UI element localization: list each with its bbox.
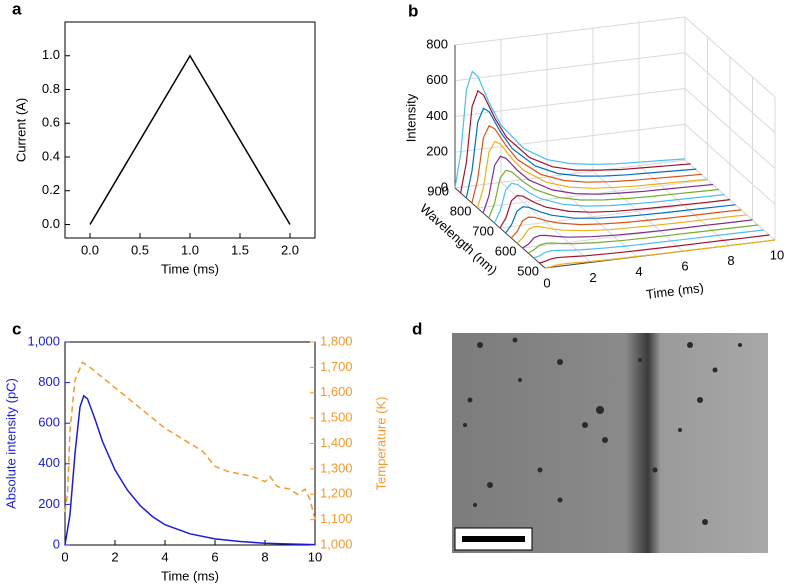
y-tick-label: 1.0 — [42, 47, 60, 62]
y-tick-label: 0.8 — [42, 81, 60, 96]
x-tick-label: 2.0 — [281, 242, 299, 257]
grid-line — [454, 52, 686, 82]
plot-frame — [64, 341, 316, 546]
z-tick-label: 800 — [426, 36, 448, 51]
x-tick-label: 6 — [211, 549, 218, 564]
x-tick-label: 2 — [589, 270, 596, 285]
spectrum-line — [510, 209, 742, 239]
y-tick-label: 900 — [427, 183, 449, 198]
spectrum-line — [499, 194, 731, 229]
spectrum-line — [460, 89, 691, 194]
y-tick-label: 700 — [472, 223, 494, 238]
x-tick-label: 10 — [308, 549, 322, 564]
micrograph-image — [452, 333, 768, 553]
y-axis-label: Current (A) — [13, 98, 28, 162]
y-tick-label: 0.0 — [42, 216, 60, 231]
spectrum-line — [516, 214, 747, 244]
y-tick-label: 0 — [53, 536, 60, 551]
micrograph — [452, 333, 768, 553]
z-tick-label: 400 — [426, 108, 448, 123]
x-tick-label: 2 — [111, 549, 118, 564]
y2-axis-label: Temperature (K) — [373, 397, 388, 491]
spectrum-line — [493, 182, 725, 224]
x-tick-label: 8 — [261, 549, 268, 564]
x-tick-label: 0.0 — [81, 242, 99, 257]
x-tick-label: 8 — [727, 253, 734, 268]
x-tick-label: 10 — [770, 247, 784, 262]
y2-tick-label: 1,400 — [320, 435, 353, 450]
y2-tick-label: 1,000 — [320, 536, 353, 551]
spectrum-line — [533, 229, 764, 259]
x-tick-label: 1.5 — [231, 242, 249, 257]
spectrum-line — [539, 234, 770, 264]
data-line — [89, 54, 291, 225]
y2-tick-label: 1,800 — [320, 333, 353, 348]
z-tick-label: 0 — [441, 179, 448, 194]
spectrum-line — [505, 204, 736, 234]
grid-line — [684, 88, 776, 169]
scale-bar — [462, 536, 525, 542]
y-tick-label: 800 — [450, 203, 472, 218]
y-tick-label: 0.2 — [42, 182, 60, 197]
spectrum-line — [544, 239, 776, 269]
spectrum-line — [482, 155, 714, 214]
y2-tick-label: 1,700 — [320, 359, 353, 374]
y2-tick-label: 1,300 — [320, 460, 353, 475]
spectrum-line — [527, 224, 759, 254]
y2-tick-label: 1,500 — [320, 410, 353, 425]
y-tick-label: 500 — [517, 263, 539, 278]
y-tick-label: 600 — [38, 415, 60, 430]
y2-tick-label: 1,200 — [320, 486, 353, 501]
y-tick-label: 0.4 — [42, 148, 60, 163]
spectrum-line — [454, 70, 686, 189]
spectrum-line — [522, 219, 753, 249]
spectrum-line — [476, 140, 708, 209]
spectrum-line — [471, 124, 702, 204]
y2-tick-label: 1,100 — [320, 511, 353, 526]
data-line — [64, 394, 316, 546]
grid-line — [499, 199, 731, 229]
grid-line — [454, 16, 686, 46]
y-tick-label: 1,000 — [27, 333, 60, 348]
grid-line — [684, 123, 776, 205]
grid-line — [684, 16, 776, 98]
y2-tick-label: 1,600 — [320, 384, 353, 399]
y-axis-label: Absolute intensity (pC) — [3, 378, 18, 509]
y-tick-label: 400 — [38, 455, 60, 470]
y-tick-label: 0.6 — [42, 115, 60, 130]
z-axis-label: Intensity — [403, 93, 418, 142]
spectrum-line — [488, 169, 719, 219]
z-tick-label: 200 — [426, 144, 448, 159]
x-axis-label: Time (ms) — [161, 568, 219, 583]
x-tick-label: 0 — [543, 275, 550, 290]
panel-label: d — [412, 319, 422, 338]
spectrum-line — [465, 107, 697, 199]
grid-line — [454, 123, 686, 153]
x-axis-label: Time (ms) — [645, 280, 704, 302]
x-axis-label: Time (ms) — [161, 261, 219, 276]
x-tick-label: 1.0 — [181, 242, 199, 257]
panel-label: a — [12, 0, 22, 18]
y-tick-label: 800 — [38, 374, 60, 389]
z-tick-label: 600 — [426, 72, 448, 87]
x-tick-label: 4 — [161, 549, 168, 564]
x-tick-label: 4 — [635, 264, 642, 279]
panel-label: c — [12, 319, 21, 338]
particles — [463, 337, 742, 525]
panel-label: b — [408, 1, 418, 20]
x-tick-label: 0.5 — [131, 242, 149, 257]
grid-line — [454, 159, 686, 189]
grid-line — [684, 52, 776, 134]
y-tick-label: 200 — [38, 496, 60, 511]
x-tick-label: 6 — [681, 259, 688, 274]
x-tick-label: 0 — [61, 549, 68, 564]
data-line — [64, 361, 316, 520]
y-tick-label: 600 — [495, 243, 517, 258]
